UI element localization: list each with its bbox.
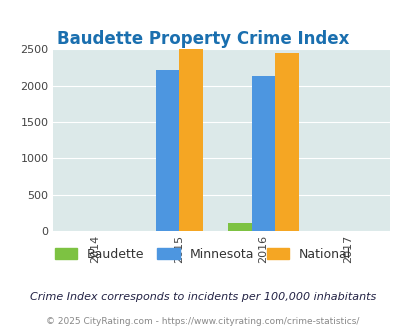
Bar xyxy=(155,70,179,231)
Bar xyxy=(228,223,251,231)
Text: Baudette Property Crime Index: Baudette Property Crime Index xyxy=(57,30,348,48)
Bar xyxy=(179,50,202,231)
Legend: Baudette, Minnesota, National: Baudette, Minnesota, National xyxy=(49,243,356,266)
Bar xyxy=(251,76,275,231)
Text: © 2025 CityRating.com - https://www.cityrating.com/crime-statistics/: © 2025 CityRating.com - https://www.city… xyxy=(46,317,359,326)
Text: Crime Index corresponds to incidents per 100,000 inhabitants: Crime Index corresponds to incidents per… xyxy=(30,292,375,302)
Bar xyxy=(275,53,298,231)
